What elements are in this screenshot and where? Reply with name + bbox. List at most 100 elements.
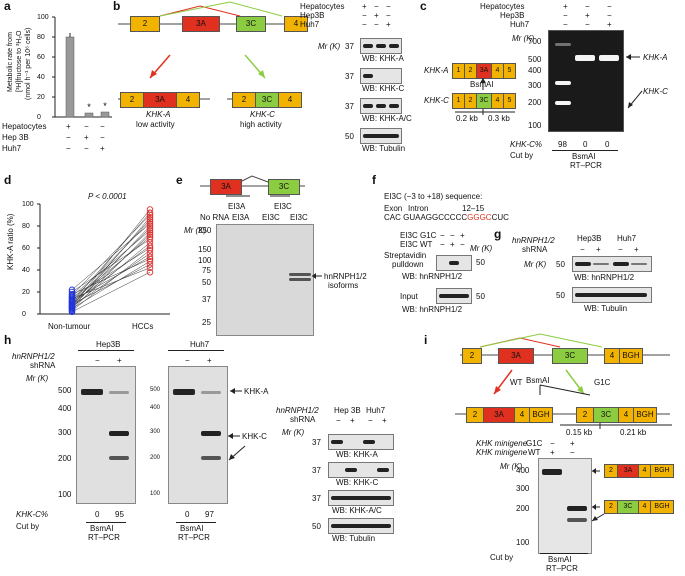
h-khkc-pct: 97 [205, 510, 214, 519]
h-mw: 100 [150, 491, 161, 497]
a-y-tick-label: 20 [37, 94, 45, 101]
f-mw: 50 [476, 258, 485, 267]
panel-label-e: e [176, 173, 183, 187]
d-pair-line [71, 260, 151, 309]
d-point-hcc [146, 218, 154, 225]
h-mw: 100 [58, 490, 72, 499]
f-input: Input [400, 292, 418, 301]
g-mw: 50 [556, 260, 565, 269]
a-sign: − [100, 122, 105, 131]
c-khkc-pct: 0 [583, 140, 588, 149]
e-gel [216, 224, 314, 336]
h-wb-mw: 37 [312, 466, 321, 475]
f-pulldown: Streptavidin [384, 251, 427, 260]
f-wb2: WB: hnRNPH1/2 [402, 305, 463, 314]
i-len1: 0.15 kb [566, 428, 593, 437]
i-mr-label: Mr (K) [500, 462, 523, 471]
h-mw: 400 [150, 405, 161, 411]
c-mw: 300 [528, 81, 542, 90]
b-sign: − [362, 11, 367, 20]
c-sign: − [607, 2, 612, 11]
h-khkc-pct: 0 [185, 510, 190, 519]
i-mw: 200 [516, 504, 530, 513]
e-mw: 37 [202, 295, 211, 304]
h-mw: 300 [150, 429, 161, 435]
c-mw: 400 [528, 66, 542, 75]
c-len2: 0.3 kb [488, 114, 510, 123]
a-sign: + [84, 133, 89, 142]
c-khka-arrow-label: KHK-A [643, 53, 668, 62]
panel-label-f: f [372, 173, 376, 187]
g-cell: Hep3B [577, 234, 602, 243]
b-blot-1 [360, 38, 402, 54]
d-pair-line [71, 267, 151, 299]
b-header-row: Huh7 [300, 20, 320, 29]
d-y-tick-label: 80 [22, 223, 30, 230]
d-point-nontumour [68, 288, 76, 296]
a-sign: + [66, 122, 71, 131]
h-wb-label: WB: KHK-A [336, 450, 378, 459]
b-mw: 37 [345, 102, 354, 111]
i-gel-label-exon: BGH [650, 464, 674, 478]
e-mw: 150 [198, 245, 212, 254]
d-y-tick-label: 100 [22, 201, 34, 208]
a-row-hep3b: Hep 3B [2, 133, 29, 142]
b-blot-label: WB: KHK-A/C [362, 114, 412, 123]
i-sign: + [570, 439, 575, 448]
d-pair-line [71, 225, 151, 308]
h-sign: − [95, 356, 100, 365]
i-gel [538, 458, 592, 554]
c-header-row: Hepatocytes [480, 2, 525, 11]
a-y-tick-label: 80 [37, 34, 45, 41]
e-lane: No RNA [200, 213, 230, 222]
d-pair-line [71, 258, 151, 295]
i-gel-label-exon: BGH [650, 500, 674, 514]
g-sign: − [618, 245, 623, 254]
h-mw: 200 [150, 455, 161, 461]
d-y-tick-label: 40 [22, 267, 30, 274]
d-point-nontumour [68, 286, 76, 294]
h-wb-gene: hnRNPH1/2 [276, 406, 319, 415]
c-khka-name: KHK-A [424, 66, 449, 75]
h-wb-mw: 50 [312, 522, 321, 531]
a-significance-mark: * [103, 101, 107, 111]
b-khka-name: KHK-A [146, 110, 171, 119]
a-sign: − [100, 133, 105, 142]
d-point-hcc [146, 222, 154, 230]
i-cut-by: Cut by [490, 553, 514, 562]
c-exon: 5 [503, 93, 516, 109]
h-method: RT–PCR [88, 533, 120, 542]
c-khkc-pct: 0 [605, 140, 610, 149]
i-row-suffix: WT [528, 448, 541, 457]
a-sign: − [84, 144, 89, 153]
i-gel-label-exon: 3C [617, 500, 639, 514]
b-sign: + [362, 2, 367, 11]
i-method: RT–PCR [546, 564, 578, 573]
panel-label-d: d [4, 173, 12, 187]
b-blot-label: WB: KHK-A [362, 54, 404, 63]
f-title: EI3C (−3 to +18) sequence: [384, 192, 483, 201]
i-mw: 100 [516, 538, 530, 547]
b-header-row: Hep3B [300, 11, 325, 20]
g-mw: 50 [556, 291, 565, 300]
i-gel-label-exon: 3A [617, 464, 639, 478]
b-sign: − [374, 2, 379, 11]
h-wb-shrna: shRNA [290, 415, 316, 424]
c-khkc-pct: 98 [558, 140, 567, 149]
h-wb-sign: + [382, 416, 387, 425]
d-pvalue: P < 0.0001 [88, 192, 127, 201]
d-point-hcc [146, 229, 154, 236]
g-wb1: WB: hnRNPH1/2 [574, 273, 635, 282]
c-mw: 700 [528, 37, 542, 46]
h-khkc-pct: 0 [95, 510, 100, 519]
b-mw: 37 [345, 42, 354, 51]
i-len2: 0.21 kb [620, 428, 647, 437]
h-wb-label: WB: Tubulin [332, 534, 376, 543]
c-exon: 4 [491, 63, 504, 79]
f-sign: − [450, 231, 455, 240]
i-right-exon: BGH [633, 407, 657, 423]
b-mw: 50 [345, 132, 354, 141]
d-pair-line [71, 219, 151, 306]
h-mw: 500 [58, 386, 72, 395]
